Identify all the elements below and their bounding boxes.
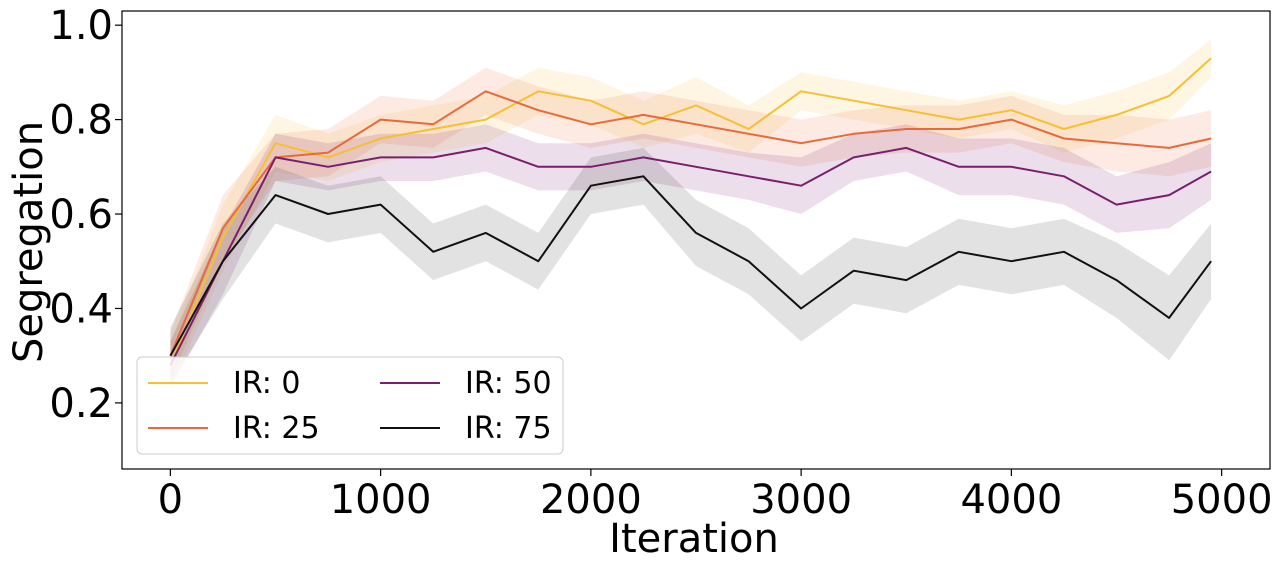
x-tick-label: 5000 — [1171, 477, 1273, 523]
y-tick-label: 0.4 — [49, 286, 113, 332]
legend-box — [136, 356, 564, 455]
legend-label: IR: 25 — [233, 411, 320, 446]
band-series-3 — [170, 147, 1212, 384]
confidence-bands — [170, 39, 1212, 389]
y-tick-label: 1.0 — [49, 3, 113, 49]
x-axis-label: Iteration — [609, 516, 779, 562]
line-series-2 — [169, 146, 1212, 366]
line-series-1 — [169, 90, 1212, 357]
band-series-1 — [170, 67, 1212, 380]
legend-label: IR: 0 — [233, 366, 301, 401]
line-series-3 — [169, 175, 1212, 357]
y-tick-label: 0.8 — [49, 98, 113, 144]
x-tick-label: 3000 — [750, 477, 852, 523]
x-tick-label: 1000 — [330, 477, 432, 523]
band-series-0 — [170, 39, 1212, 389]
y-axis-label: Segregation — [6, 121, 52, 363]
legend-label: IR: 75 — [465, 411, 552, 446]
x-tick-label: 2000 — [540, 477, 642, 523]
plot-frame — [121, 10, 1271, 470]
series-lines — [169, 57, 1212, 366]
line-series-0 — [169, 57, 1212, 366]
x-tick-label: 0 — [158, 477, 183, 523]
y-tick-label: 0.6 — [49, 192, 113, 238]
legend-label: IR: 50 — [465, 366, 552, 401]
legend: IR: 0 IR: 25 IR: 50 IR: 75 — [136, 356, 564, 455]
y-axis: 0.2 0.4 0.6 0.8 1.0 — [49, 3, 122, 427]
band-series-2 — [170, 124, 1212, 389]
x-tick-label: 4000 — [960, 477, 1062, 523]
x-axis: 0 1000 2000 3000 4000 5000 — [158, 469, 1273, 523]
y-tick-label: 0.2 — [49, 381, 113, 427]
